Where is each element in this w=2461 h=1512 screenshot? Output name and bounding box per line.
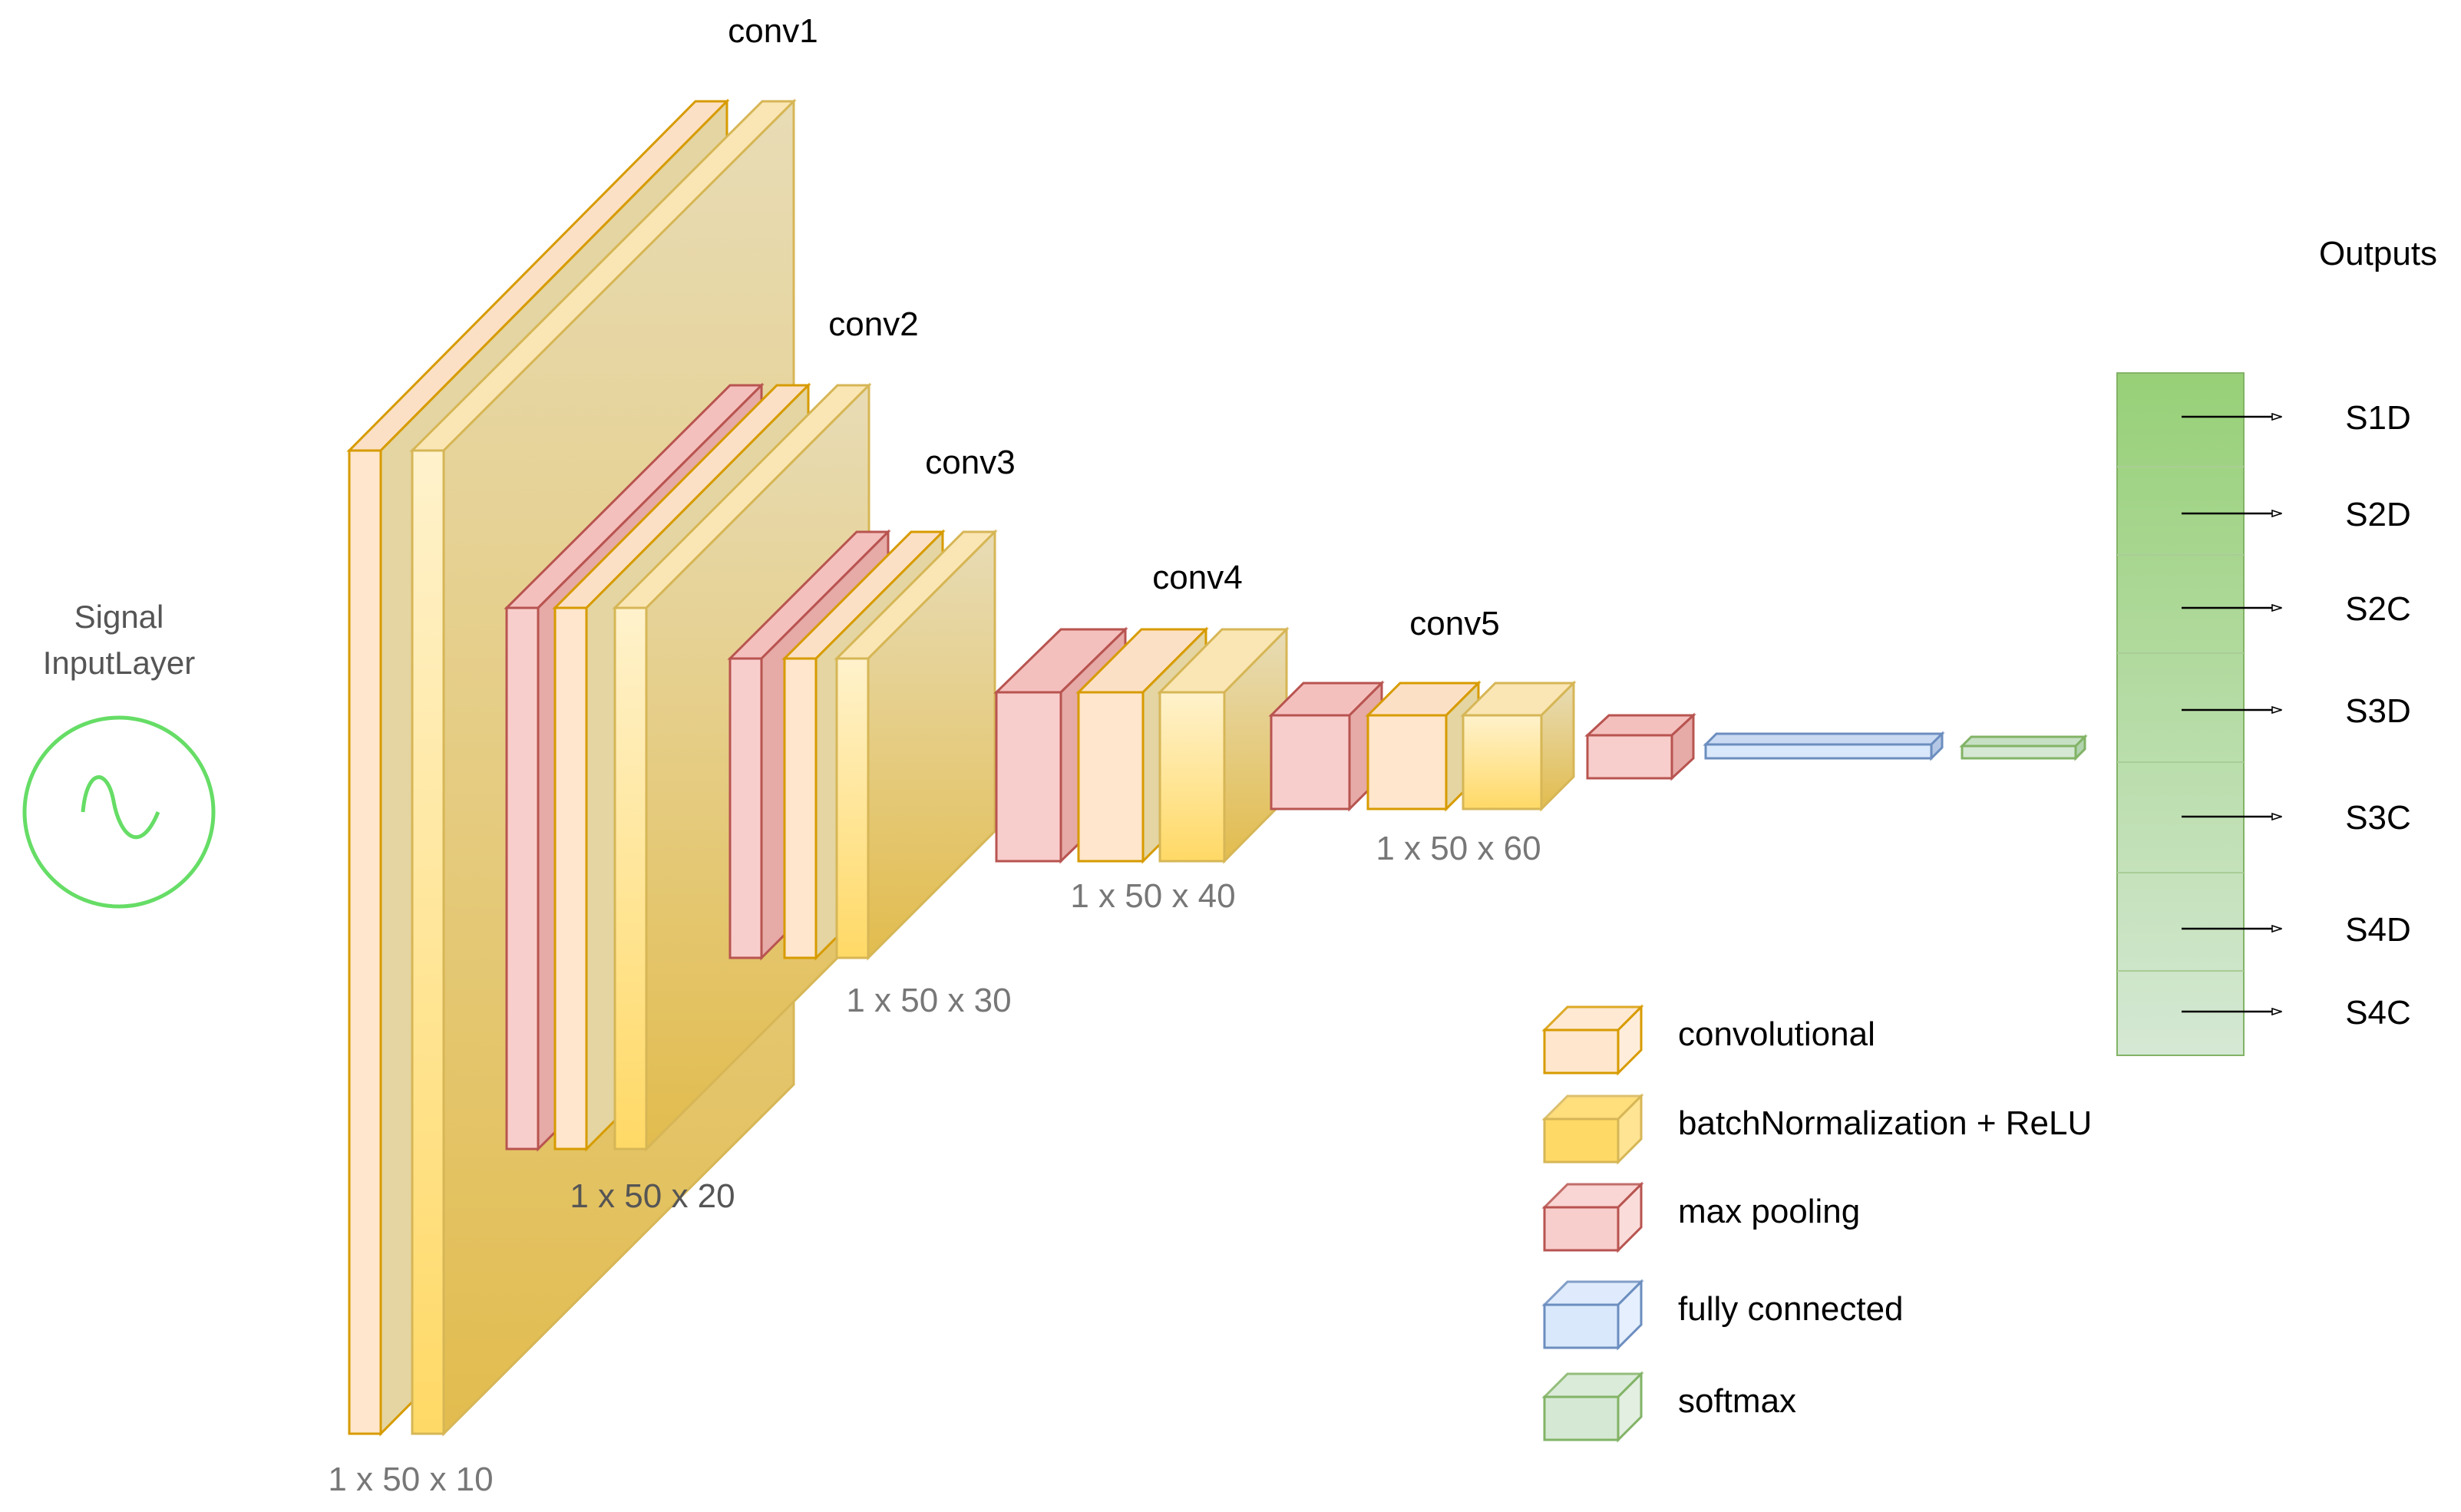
softmax-cube-icon — [1541, 1371, 1644, 1443]
output-column — [2116, 372, 2245, 1056]
input-layer: Signal InputLayer — [22, 599, 216, 909]
conv3-title: conv3 — [925, 444, 1015, 481]
conv5-conv-layer — [1365, 680, 1482, 812]
output-row-s4c: S4C — [2182, 994, 2411, 1032]
conv1-size: 1 x 50 x 10 — [328, 1461, 493, 1498]
conv5-pool-layer — [1268, 680, 1385, 812]
conv1-title: conv1 — [728, 12, 818, 50]
output-row-s2d: S2D — [2182, 496, 2411, 533]
conv5-block: conv5 1 x 50 x 60 — [1268, 605, 1577, 867]
output-label: S1D — [2345, 399, 2411, 437]
legend-item-pool: max pooling — [1541, 1181, 1860, 1253]
legend-label: convolutional — [1678, 1015, 1875, 1053]
legend-item-conv: convolutional — [1541, 1004, 1875, 1076]
conv5-size: 1 x 50 x 60 — [1376, 830, 1541, 867]
output-label: S3C — [2345, 799, 2411, 837]
legend-item-fc: fully connected — [1541, 1279, 1904, 1351]
output-row-s2c: S2C — [2182, 590, 2411, 628]
final-pool-layer — [1584, 712, 1696, 781]
conv2-size: 1 x 50 x 20 — [570, 1177, 735, 1215]
conv4-title: conv4 — [1152, 559, 1242, 596]
output-label: S4C — [2345, 994, 2411, 1032]
legend-item-bn: batchNormalization + ReLU — [1541, 1093, 2092, 1165]
output-label: S2D — [2345, 496, 2411, 533]
softmax-layer — [1959, 734, 2088, 761]
input-label-line2: InputLayer — [43, 645, 195, 681]
output-label: S2C — [2345, 590, 2411, 628]
output-row-s3d: S3D — [2182, 692, 2411, 730]
conv5-title: conv5 — [1409, 605, 1499, 642]
conv2-title: conv2 — [828, 305, 918, 343]
sine-wave-icon — [81, 775, 160, 840]
legend-label: fully connected — [1678, 1290, 1904, 1328]
conv5-bn-relu-layer — [1460, 680, 1577, 812]
outputs-title: Outputs — [2319, 235, 2437, 272]
legend-label: softmax — [1678, 1382, 1796, 1420]
conv4-size: 1 x 50 x 40 — [1070, 877, 1235, 915]
output-rows: S1D S2D S2C S3D S3C S4D S4C — [2117, 399, 2411, 1032]
conv3-bn-relu-layer — [834, 529, 998, 961]
legend-item-softmax: softmax — [1541, 1371, 1796, 1443]
fully-connected-layer — [1703, 731, 1945, 761]
conv3-block: conv3 1 x 50 x 30 — [727, 444, 1016, 1019]
output-row-s3c: S3C — [2182, 799, 2411, 837]
fc-cube-icon — [1541, 1279, 1644, 1351]
output-label: S4D — [2345, 911, 2411, 949]
signal-input-circle — [22, 715, 216, 909]
bn-cube-icon — [1541, 1093, 1644, 1165]
conv3-size: 1 x 50 x 30 — [846, 982, 1011, 1019]
output-row-s1d: S1D — [2182, 399, 2411, 437]
legend: convolutional batchNormalization + ReLU ma… — [1541, 1004, 2092, 1443]
conv-cube-icon — [1541, 1004, 1644, 1076]
legend-label: max pooling — [1678, 1193, 1860, 1230]
pool-cube-icon — [1541, 1181, 1644, 1253]
output-row-s4d: S4D — [2182, 911, 2411, 949]
output-label: S3D — [2345, 692, 2411, 730]
legend-label: batchNormalization + ReLU — [1678, 1104, 2092, 1142]
outputs-panel: Outputs S1D S2D S2C S3D S3C S4D S4C — [2116, 235, 2437, 1056]
conv4-block: conv4 1 x 50 x 40 — [993, 559, 1290, 915]
input-label-line1: Signal — [74, 599, 164, 635]
